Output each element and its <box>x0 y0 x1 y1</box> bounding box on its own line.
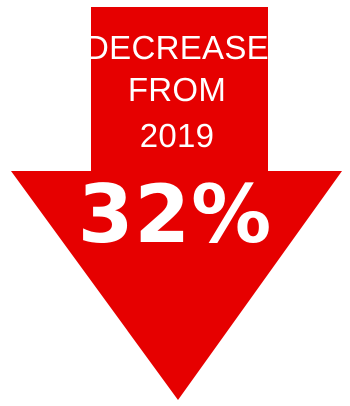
caption-line-decrease: DECREASE <box>85 29 269 66</box>
arrow-shape <box>11 7 342 400</box>
caption-line-year: 2019 <box>139 117 215 154</box>
percentage-value: 32% <box>77 168 273 261</box>
caption-line-from: FROM <box>127 71 227 108</box>
